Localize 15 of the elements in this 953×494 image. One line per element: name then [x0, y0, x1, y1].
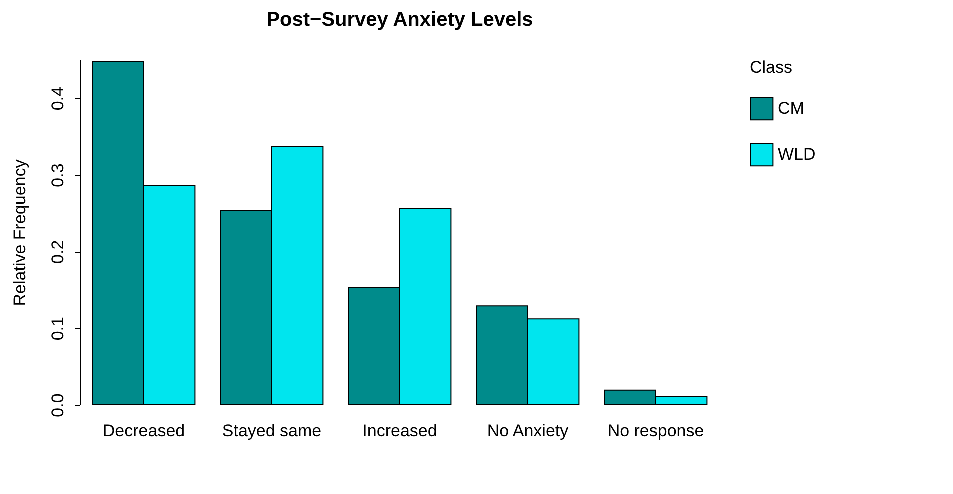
- legend-label: CM: [778, 99, 804, 118]
- x-tick-label: Decreased: [102, 422, 186, 440]
- y-tick-label: 0.1: [48, 317, 68, 341]
- legend-title: Class: [750, 58, 793, 77]
- y-axis-title: Relative Frequency: [10, 159, 30, 306]
- chart-title: Post−Survey Anxiety Levels: [266, 9, 534, 31]
- y-tick-label: 0.3: [48, 164, 68, 188]
- y-tick-label: 0.4: [48, 87, 68, 111]
- x-tick-label: Stayed same: [222, 422, 322, 440]
- x-tick-label: No response: [608, 422, 704, 440]
- y-tick-label: 0.2: [48, 240, 68, 264]
- y-tick-label: 0.0: [48, 394, 68, 418]
- x-tick-label: Increased: [362, 422, 438, 440]
- x-tick-label: No Anxiety: [487, 422, 570, 440]
- legend-label: WLD: [778, 145, 816, 164]
